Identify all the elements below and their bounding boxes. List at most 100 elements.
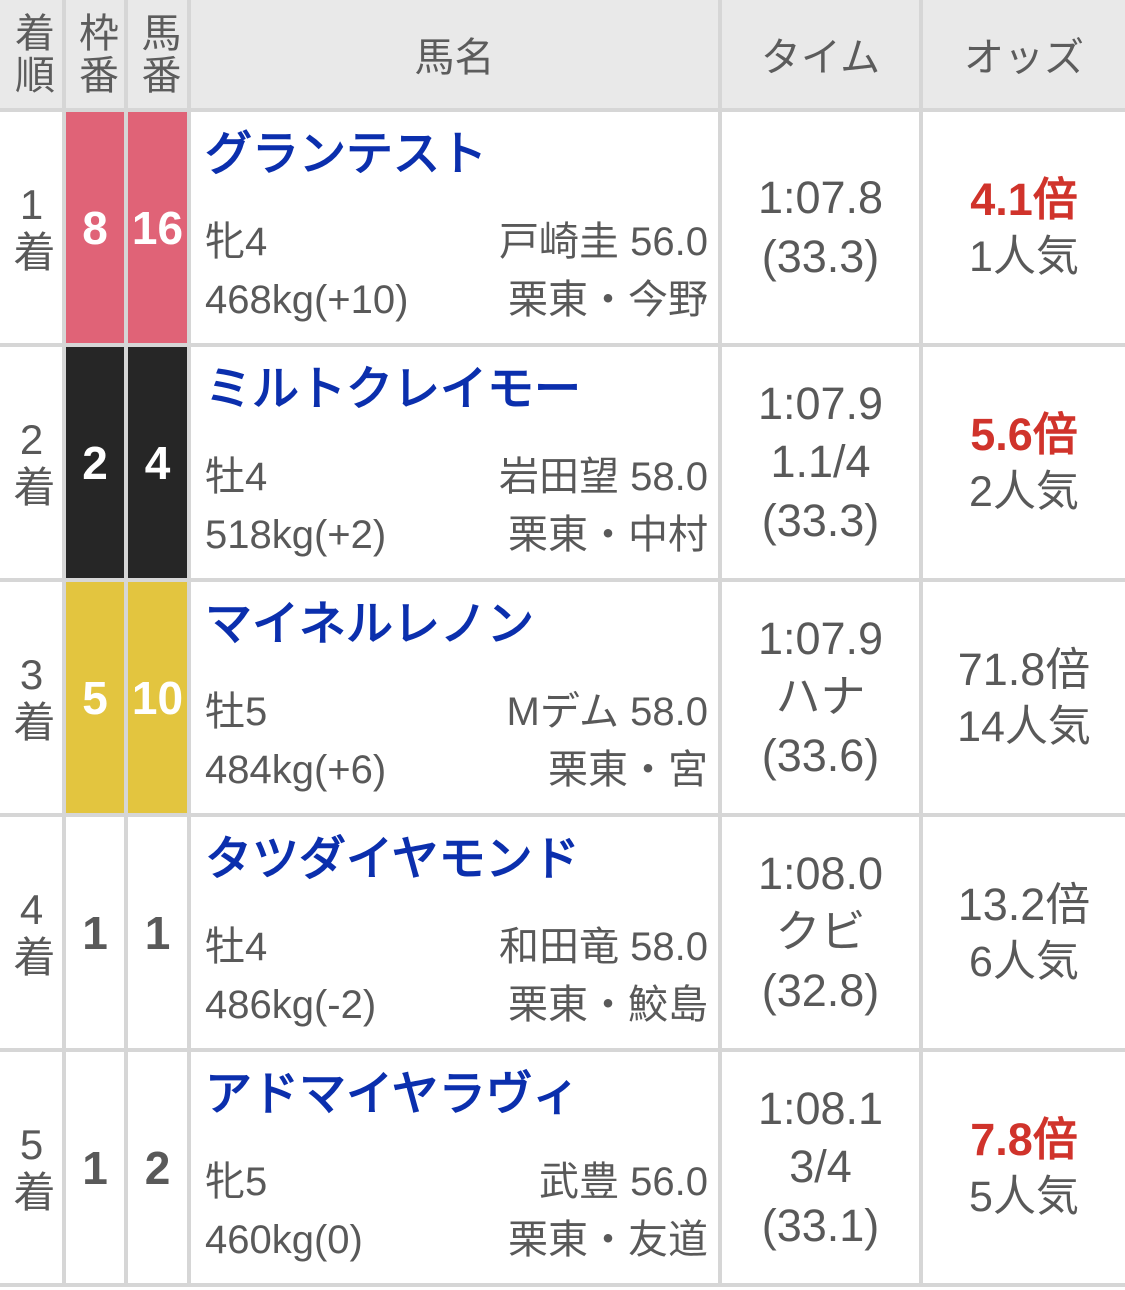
- finish-position-value: 4着: [8, 886, 55, 979]
- body-weight: 486kg(-2): [205, 983, 377, 1027]
- frame-number-badge: 5: [66, 582, 124, 813]
- spacer: [205, 181, 708, 213]
- finish-time: 1:07.9: [757, 612, 884, 664]
- finish-position-value: 1着: [8, 181, 55, 274]
- horse-number-value: 16: [131, 201, 184, 254]
- finish-time: 1:07.8: [757, 172, 884, 223]
- sex-age: 牡5: [205, 690, 268, 734]
- last-3f-time: (33.3): [761, 494, 880, 546]
- margin: クビ: [775, 906, 866, 958]
- horse-name-link[interactable]: ミルトクレイモー: [205, 362, 581, 415]
- frame-number-value: 5: [82, 671, 108, 724]
- horse-detail-line-1: 牝5 武豊 56.0: [205, 1153, 708, 1211]
- popularity: 2人気: [969, 467, 1079, 516]
- frame-number-value: 8: [82, 201, 108, 254]
- body-weight: 484kg(+6): [205, 748, 387, 792]
- margin: 1.1/4: [770, 436, 871, 488]
- horse-number-badge: 10: [128, 582, 187, 813]
- odds-cell: 5.6倍 2人気: [923, 347, 1125, 578]
- frame-number-value: 1: [82, 1141, 108, 1194]
- horse-number-badge: 2: [128, 1052, 187, 1283]
- header-finish-position: 着順: [0, 0, 62, 108]
- finish-position-value: 3着: [8, 651, 55, 744]
- last-3f-time: (33.3): [761, 230, 880, 282]
- time-cell: 1:08.1 3/4 (33.1): [722, 1052, 919, 1283]
- sex-age: 牡4: [205, 455, 268, 499]
- horse-name-link[interactable]: グランテスト: [205, 127, 487, 180]
- header-horse-number-label: 馬番: [135, 12, 180, 96]
- last-3f-time: (32.8): [761, 964, 880, 1016]
- horse-detail-line-1: 牡5 Mデム 58.0: [205, 683, 708, 741]
- popularity: 5人気: [969, 1172, 1079, 1221]
- header-odds-label: オッズ: [964, 36, 1084, 80]
- odds-value: 4.1倍: [970, 173, 1078, 225]
- header-odds: オッズ: [923, 0, 1125, 108]
- horse-number-value: 1: [144, 906, 171, 959]
- odds-cell: 71.8倍 14人気: [923, 582, 1125, 813]
- horse-detail-line-2: 518kg(+2) 栗東・中村: [205, 506, 708, 564]
- trainer: 栗東・今野: [508, 278, 708, 322]
- popularity: 6人気: [969, 937, 1079, 986]
- frame-number-value: 2: [82, 436, 108, 489]
- horse-name-link[interactable]: マイネルレノン: [205, 597, 534, 650]
- time-cell: 1:07.9 1.1/4 (33.3): [722, 347, 919, 578]
- trainer: 栗東・宮: [548, 748, 708, 792]
- margin: ハナ: [775, 671, 866, 723]
- horse-detail-line-1: 牝4 戸崎圭 56.0: [205, 213, 708, 271]
- popularity: 14人気: [957, 702, 1091, 751]
- frame-number-badge: 1: [66, 817, 124, 1048]
- time-cell: 1:07.9 ハナ (33.6): [722, 582, 919, 813]
- body-weight: 468kg(+10): [205, 278, 409, 322]
- sex-age: 牡4: [205, 925, 268, 969]
- finish-position: 3着: [0, 582, 62, 813]
- odds-cell: 13.2倍 6人気: [923, 817, 1125, 1048]
- horse-number-value: 2: [144, 1141, 171, 1194]
- margin: 3/4: [789, 1141, 852, 1193]
- sex-age: 牝4: [205, 220, 268, 264]
- jockey-weight: 和田竜 58.0: [499, 925, 708, 969]
- horse-name-link[interactable]: アドマイヤラヴィ: [205, 1067, 580, 1120]
- finish-position: 1着: [0, 112, 62, 343]
- spacer: [205, 651, 708, 683]
- body-weight: 460kg(0): [205, 1218, 363, 1262]
- header-horse-number: 馬番: [128, 0, 187, 108]
- frame-number-badge: 1: [66, 1052, 124, 1283]
- finish-position: 5着: [0, 1052, 62, 1283]
- last-3f-time: (33.6): [761, 729, 880, 781]
- frame-number-badge: 2: [66, 347, 124, 578]
- odds-value: 71.8倍: [957, 643, 1091, 695]
- finish-time: 1:07.9: [757, 377, 884, 429]
- last-3f-time: (33.1): [761, 1199, 880, 1251]
- jockey-weight: 武豊 56.0: [539, 1160, 708, 1204]
- finish-time: 1:08.1: [757, 1082, 884, 1134]
- jockey-weight: Mデム 58.0: [506, 690, 709, 734]
- finish-position: 4着: [0, 817, 62, 1048]
- spacer: [205, 886, 708, 918]
- horse-number-value: 10: [131, 671, 184, 724]
- time-cell: 1:07.8 (33.3): [722, 112, 919, 343]
- odds-cell: 4.1倍 1人気: [923, 112, 1125, 343]
- odds-cell: 7.8倍 5人気: [923, 1052, 1125, 1283]
- horse-name-link[interactable]: タツダイヤモンド: [205, 832, 580, 885]
- header-finish-position-label: 着順: [9, 12, 53, 96]
- header-horse-name-label: 馬名: [414, 36, 495, 80]
- jockey-weight: 岩田望 58.0: [499, 455, 708, 499]
- horse-detail-line-1: 牡4 和田竜 58.0: [205, 918, 708, 976]
- finish-position-value: 5着: [8, 1121, 55, 1214]
- finish-position-value: 2着: [8, 416, 55, 509]
- horse-info-cell: ミルトクレイモー 牡4 岩田望 58.0 518kg(+2) 栗東・中村: [191, 347, 718, 578]
- horse-info-cell: マイネルレノン 牡5 Mデム 58.0 484kg(+6) 栗東・宮: [191, 582, 718, 813]
- popularity: 1人気: [969, 232, 1079, 281]
- horse-number-badge: 4: [128, 347, 187, 578]
- sex-age: 牝5: [205, 1160, 268, 1204]
- header-frame-number-label: 枠番: [73, 12, 117, 96]
- odds-value: 13.2倍: [957, 878, 1091, 930]
- header-frame-number: 枠番: [66, 0, 124, 108]
- frame-number-value: 1: [82, 906, 108, 959]
- spacer: [205, 416, 708, 448]
- trainer: 栗東・中村: [508, 513, 708, 557]
- horse-detail-line-2: 460kg(0) 栗東・友道: [205, 1211, 708, 1269]
- horse-info-cell: グランテスト 牝4 戸崎圭 56.0 468kg(+10) 栗東・今野: [191, 112, 718, 343]
- header-time-label: タイム: [760, 36, 881, 80]
- trainer: 栗東・鮫島: [508, 983, 708, 1027]
